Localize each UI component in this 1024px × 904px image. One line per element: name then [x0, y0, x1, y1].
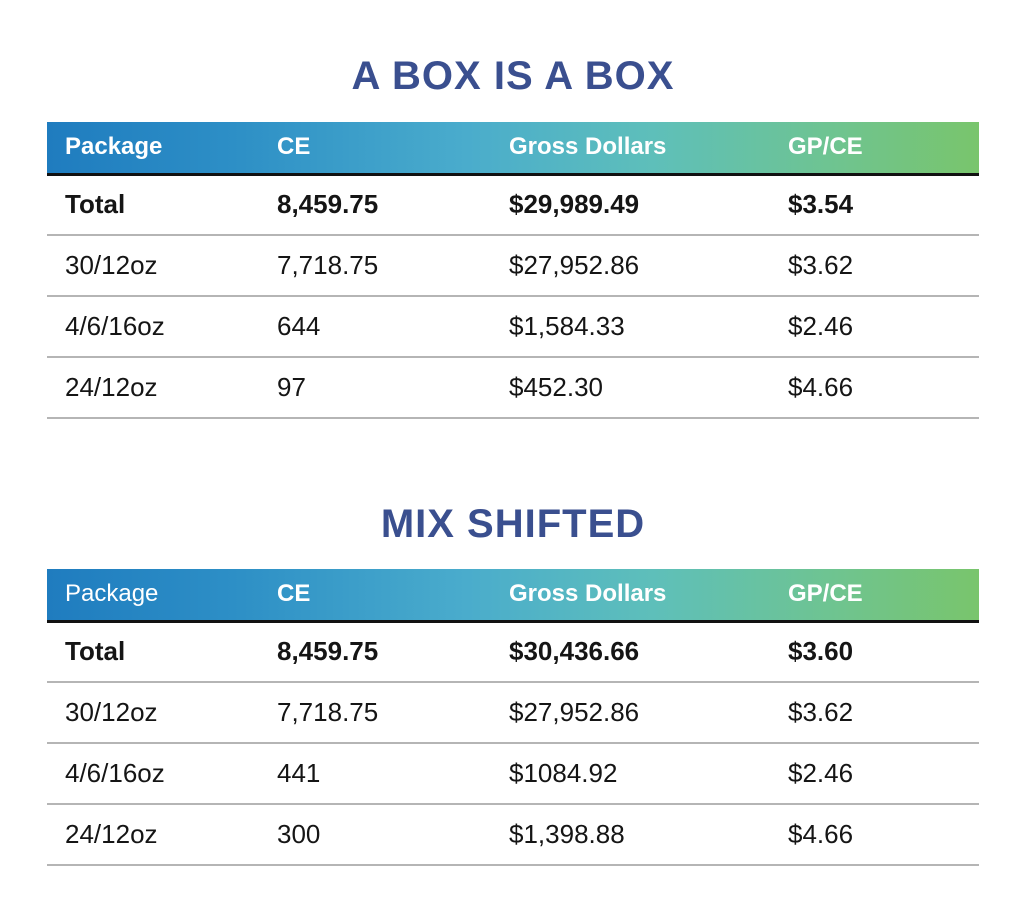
section-title: A BOX IS A BOX [351, 54, 675, 98]
table-header-row: Package CE Gross Dollars GP/CE [47, 569, 979, 623]
section-title: MIX SHIFTED [380, 502, 646, 546]
cell-gross-dollars: $1,398.88 [491, 804, 770, 866]
cell-package: Total [47, 621, 259, 683]
table-row: 24/12oz 97 $452.30 $4.66 [47, 357, 979, 419]
table-row: 24/12oz 300 $1,398.88 $4.66 [47, 804, 979, 866]
cell-gp-ce: $3.62 [770, 235, 979, 297]
table-row-total: Total 8,459.75 $29,989.49 $3.54 [47, 174, 979, 236]
cell-gross-dollars: $30,436.66 [491, 621, 770, 683]
column-header-package: Package [47, 122, 259, 176]
cell-gp-ce: $4.66 [770, 804, 979, 866]
cell-package: 4/6/16oz [47, 743, 259, 805]
column-header-ce: CE [259, 569, 491, 623]
cell-gross-dollars: $1,584.33 [491, 296, 770, 358]
cell-gross-dollars: $27,952.86 [491, 682, 770, 744]
cell-package: 30/12oz [47, 235, 259, 297]
cell-gross-dollars: $452.30 [491, 357, 770, 419]
cell-package: 30/12oz [47, 682, 259, 744]
column-header-package: Package [47, 569, 259, 623]
column-header-gross-dollars: Gross Dollars [491, 122, 770, 176]
table-row: 30/12oz 7,718.75 $27,952.86 $3.62 [47, 235, 979, 297]
cell-ce: 8,459.75 [259, 174, 491, 236]
table-row-total: Total 8,459.75 $30,436.66 $3.60 [47, 621, 979, 683]
cell-gp-ce: $3.60 [770, 621, 979, 683]
table-row: 4/6/16oz 644 $1,584.33 $2.46 [47, 296, 979, 358]
cell-ce: 300 [259, 804, 491, 866]
cell-package: 24/12oz [47, 357, 259, 419]
cell-gross-dollars: $1084.92 [491, 743, 770, 805]
package-table: Package CE Gross Dollars GP/CE Total 8,4… [47, 569, 979, 866]
table-row: 30/12oz 7,718.75 $27,952.86 $3.62 [47, 682, 979, 744]
cell-gross-dollars: $29,989.49 [491, 174, 770, 236]
cell-ce: 441 [259, 743, 491, 805]
table-row: 4/6/16oz 441 $1084.92 $2.46 [47, 743, 979, 805]
cell-ce: 7,718.75 [259, 682, 491, 744]
cell-package: 24/12oz [47, 804, 259, 866]
cell-ce: 7,718.75 [259, 235, 491, 297]
cell-gp-ce: $4.66 [770, 357, 979, 419]
cell-ce: 644 [259, 296, 491, 358]
column-header-ce: CE [259, 122, 491, 176]
cell-gp-ce: $2.46 [770, 296, 979, 358]
cell-package: 4/6/16oz [47, 296, 259, 358]
column-header-gp-ce: GP/CE [770, 122, 979, 176]
table-header-row: Package CE Gross Dollars GP/CE [47, 122, 979, 176]
cell-package: Total [47, 174, 259, 236]
cell-ce: 8,459.75 [259, 621, 491, 683]
package-table: Package CE Gross Dollars GP/CE Total 8,4… [47, 122, 979, 419]
column-header-gross-dollars: Gross Dollars [491, 569, 770, 623]
cell-ce: 97 [259, 357, 491, 419]
cell-gross-dollars: $27,952.86 [491, 235, 770, 297]
cell-gp-ce: $3.54 [770, 174, 979, 236]
column-header-gp-ce: GP/CE [770, 569, 979, 623]
cell-gp-ce: $3.62 [770, 682, 979, 744]
cell-gp-ce: $2.46 [770, 743, 979, 805]
